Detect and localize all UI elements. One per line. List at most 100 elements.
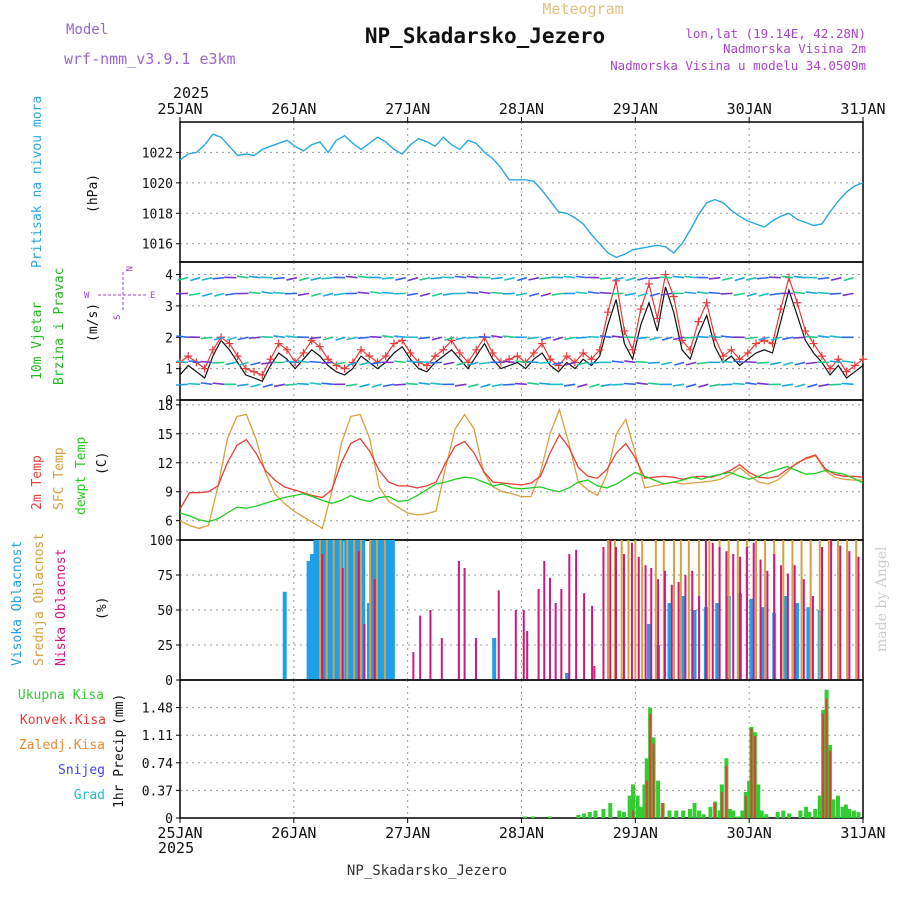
wind-arrow <box>648 382 660 386</box>
wind-arrow <box>418 360 431 364</box>
y-tick-label: 1 <box>165 363 173 378</box>
wind-arrow <box>599 291 612 295</box>
high-cloud-bar <box>344 540 349 680</box>
wind-arrow <box>708 335 721 339</box>
wind-arrow <box>309 360 322 364</box>
low-cloud-bar <box>739 556 742 680</box>
y-tick-label: 0 <box>165 394 173 409</box>
total-rain-bar <box>759 810 764 818</box>
low-cloud-bar <box>704 540 707 680</box>
wind-arrow <box>540 336 552 341</box>
wind-arrow <box>599 276 612 280</box>
low-cloud-bar <box>463 568 466 680</box>
pressure-ylabel: Pritisak na nivou mora <box>30 96 45 268</box>
wind-arrow <box>722 276 733 281</box>
low-cloud-bar <box>560 589 563 680</box>
gust-marker <box>702 298 711 307</box>
total-rain-bar <box>847 809 852 818</box>
y-tick-label: 0.37 <box>142 784 173 799</box>
wind-arrow <box>516 276 528 282</box>
low-cloud-bar <box>684 575 687 680</box>
legend-snow: Snijeg <box>58 763 105 778</box>
total-rain-bar <box>735 816 740 818</box>
gust-marker <box>529 348 538 357</box>
conv-rain-bar <box>632 810 635 818</box>
gust-marker <box>743 348 752 357</box>
wind-arrow <box>468 383 479 388</box>
wind-arrow <box>334 361 346 366</box>
wind-arrow <box>299 276 310 282</box>
wind-arrow <box>539 361 552 364</box>
wind-arrow <box>696 291 709 295</box>
low-cloud-bar <box>732 554 735 680</box>
total-rain-bar <box>667 810 672 818</box>
wind-arrow <box>649 336 661 341</box>
wind-arrow <box>662 336 673 341</box>
low-cloud-bar <box>609 540 612 680</box>
mid-cloud-bar <box>641 540 644 680</box>
wind-arrow <box>321 382 334 386</box>
wind-arrow <box>393 383 406 386</box>
wind-arrow <box>250 361 261 366</box>
mid-cloud-bar <box>687 540 690 680</box>
compass-s: S <box>113 315 123 320</box>
y-tick-label: 0.74 <box>142 757 173 772</box>
wind-arrow <box>565 361 576 366</box>
wind-arrow <box>310 276 322 281</box>
total-rain-bar <box>840 806 845 818</box>
wind-arrow <box>371 383 382 388</box>
low-cloud-bar <box>429 610 432 680</box>
low-cloud-bar <box>711 542 714 680</box>
total-rain-bar <box>747 780 752 818</box>
wind-arrow <box>624 292 636 297</box>
day-label-top: 27JAN <box>385 100 430 118</box>
footer-station: NP_Skadarsko_Jezero <box>347 863 507 879</box>
high-cloud-bar <box>322 540 327 680</box>
wind-arrow <box>502 360 515 364</box>
low-cloud-bar <box>457 561 460 680</box>
mid-cloud-bar <box>754 540 757 680</box>
wind-arrow <box>757 382 769 386</box>
wind-arrow <box>624 360 636 364</box>
day-label-bottom: 29JAN <box>613 824 658 842</box>
low-cloud-bar <box>593 666 596 680</box>
low-cloud-bar <box>718 547 721 680</box>
gust-marker <box>431 352 440 361</box>
mid-cloud-bar <box>383 540 386 680</box>
gust-marker <box>340 364 349 373</box>
y-tick-label: 1018 <box>142 207 173 222</box>
wind-arrow <box>297 360 310 364</box>
high-cloud-bar <box>806 607 811 680</box>
chart-title: NP_Skadarsko_Jezero <box>365 24 605 48</box>
high-cloud-bar <box>783 596 788 680</box>
conv-rain-bar <box>714 803 717 818</box>
wind-arrow <box>188 382 201 386</box>
high-cloud-bar <box>646 624 651 680</box>
y-tick-label: 0 <box>165 674 173 689</box>
wind-arrow <box>770 361 782 366</box>
panel-frame <box>179 121 864 263</box>
legend-hail: Grad <box>74 788 105 803</box>
y-tick-label: 1022 <box>142 146 173 161</box>
mid-cloud-bar <box>627 540 630 680</box>
y-tick-label: 1020 <box>142 177 173 192</box>
wind-arrow <box>236 275 249 279</box>
wind-arrow <box>758 336 769 341</box>
low-cloud-bar <box>698 596 701 680</box>
wind-arrow <box>478 335 491 339</box>
low-cloud-bar <box>614 547 617 680</box>
wind-arrow <box>405 382 418 386</box>
low-cloud-bar <box>575 549 578 680</box>
wind-arrow <box>756 361 769 365</box>
wind-arrow <box>285 360 297 364</box>
total-rain-bar <box>635 795 640 818</box>
wind-ylabel: 10m Vjetar <box>30 302 45 380</box>
high-cloud-bar <box>692 610 697 680</box>
day-label-top: 25JAN <box>157 100 202 118</box>
high-cloud-bar <box>315 540 320 680</box>
wind-arrow <box>733 360 745 364</box>
cloud-panel: 0 25 50 75 100 <box>150 534 864 689</box>
gust-marker <box>768 339 777 348</box>
wind-arrow <box>734 276 745 282</box>
wind-arrow <box>418 382 431 386</box>
